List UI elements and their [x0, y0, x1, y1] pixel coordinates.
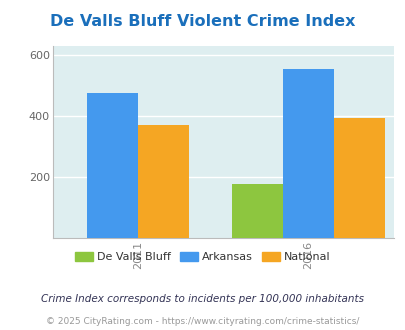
Text: © 2025 CityRating.com - https://www.cityrating.com/crime-statistics/: © 2025 CityRating.com - https://www.city…	[46, 317, 359, 326]
Bar	[87, 93, 138, 238]
Bar	[333, 117, 384, 238]
Text: De Valls Bluff Violent Crime Index: De Valls Bluff Violent Crime Index	[50, 14, 355, 29]
Bar	[231, 184, 282, 238]
Bar	[138, 125, 189, 238]
Text: Crime Index corresponds to incidents per 100,000 inhabitants: Crime Index corresponds to incidents per…	[41, 294, 364, 304]
Legend: De Valls Bluff, Arkansas, National: De Valls Bluff, Arkansas, National	[70, 248, 335, 267]
Bar	[282, 69, 333, 238]
